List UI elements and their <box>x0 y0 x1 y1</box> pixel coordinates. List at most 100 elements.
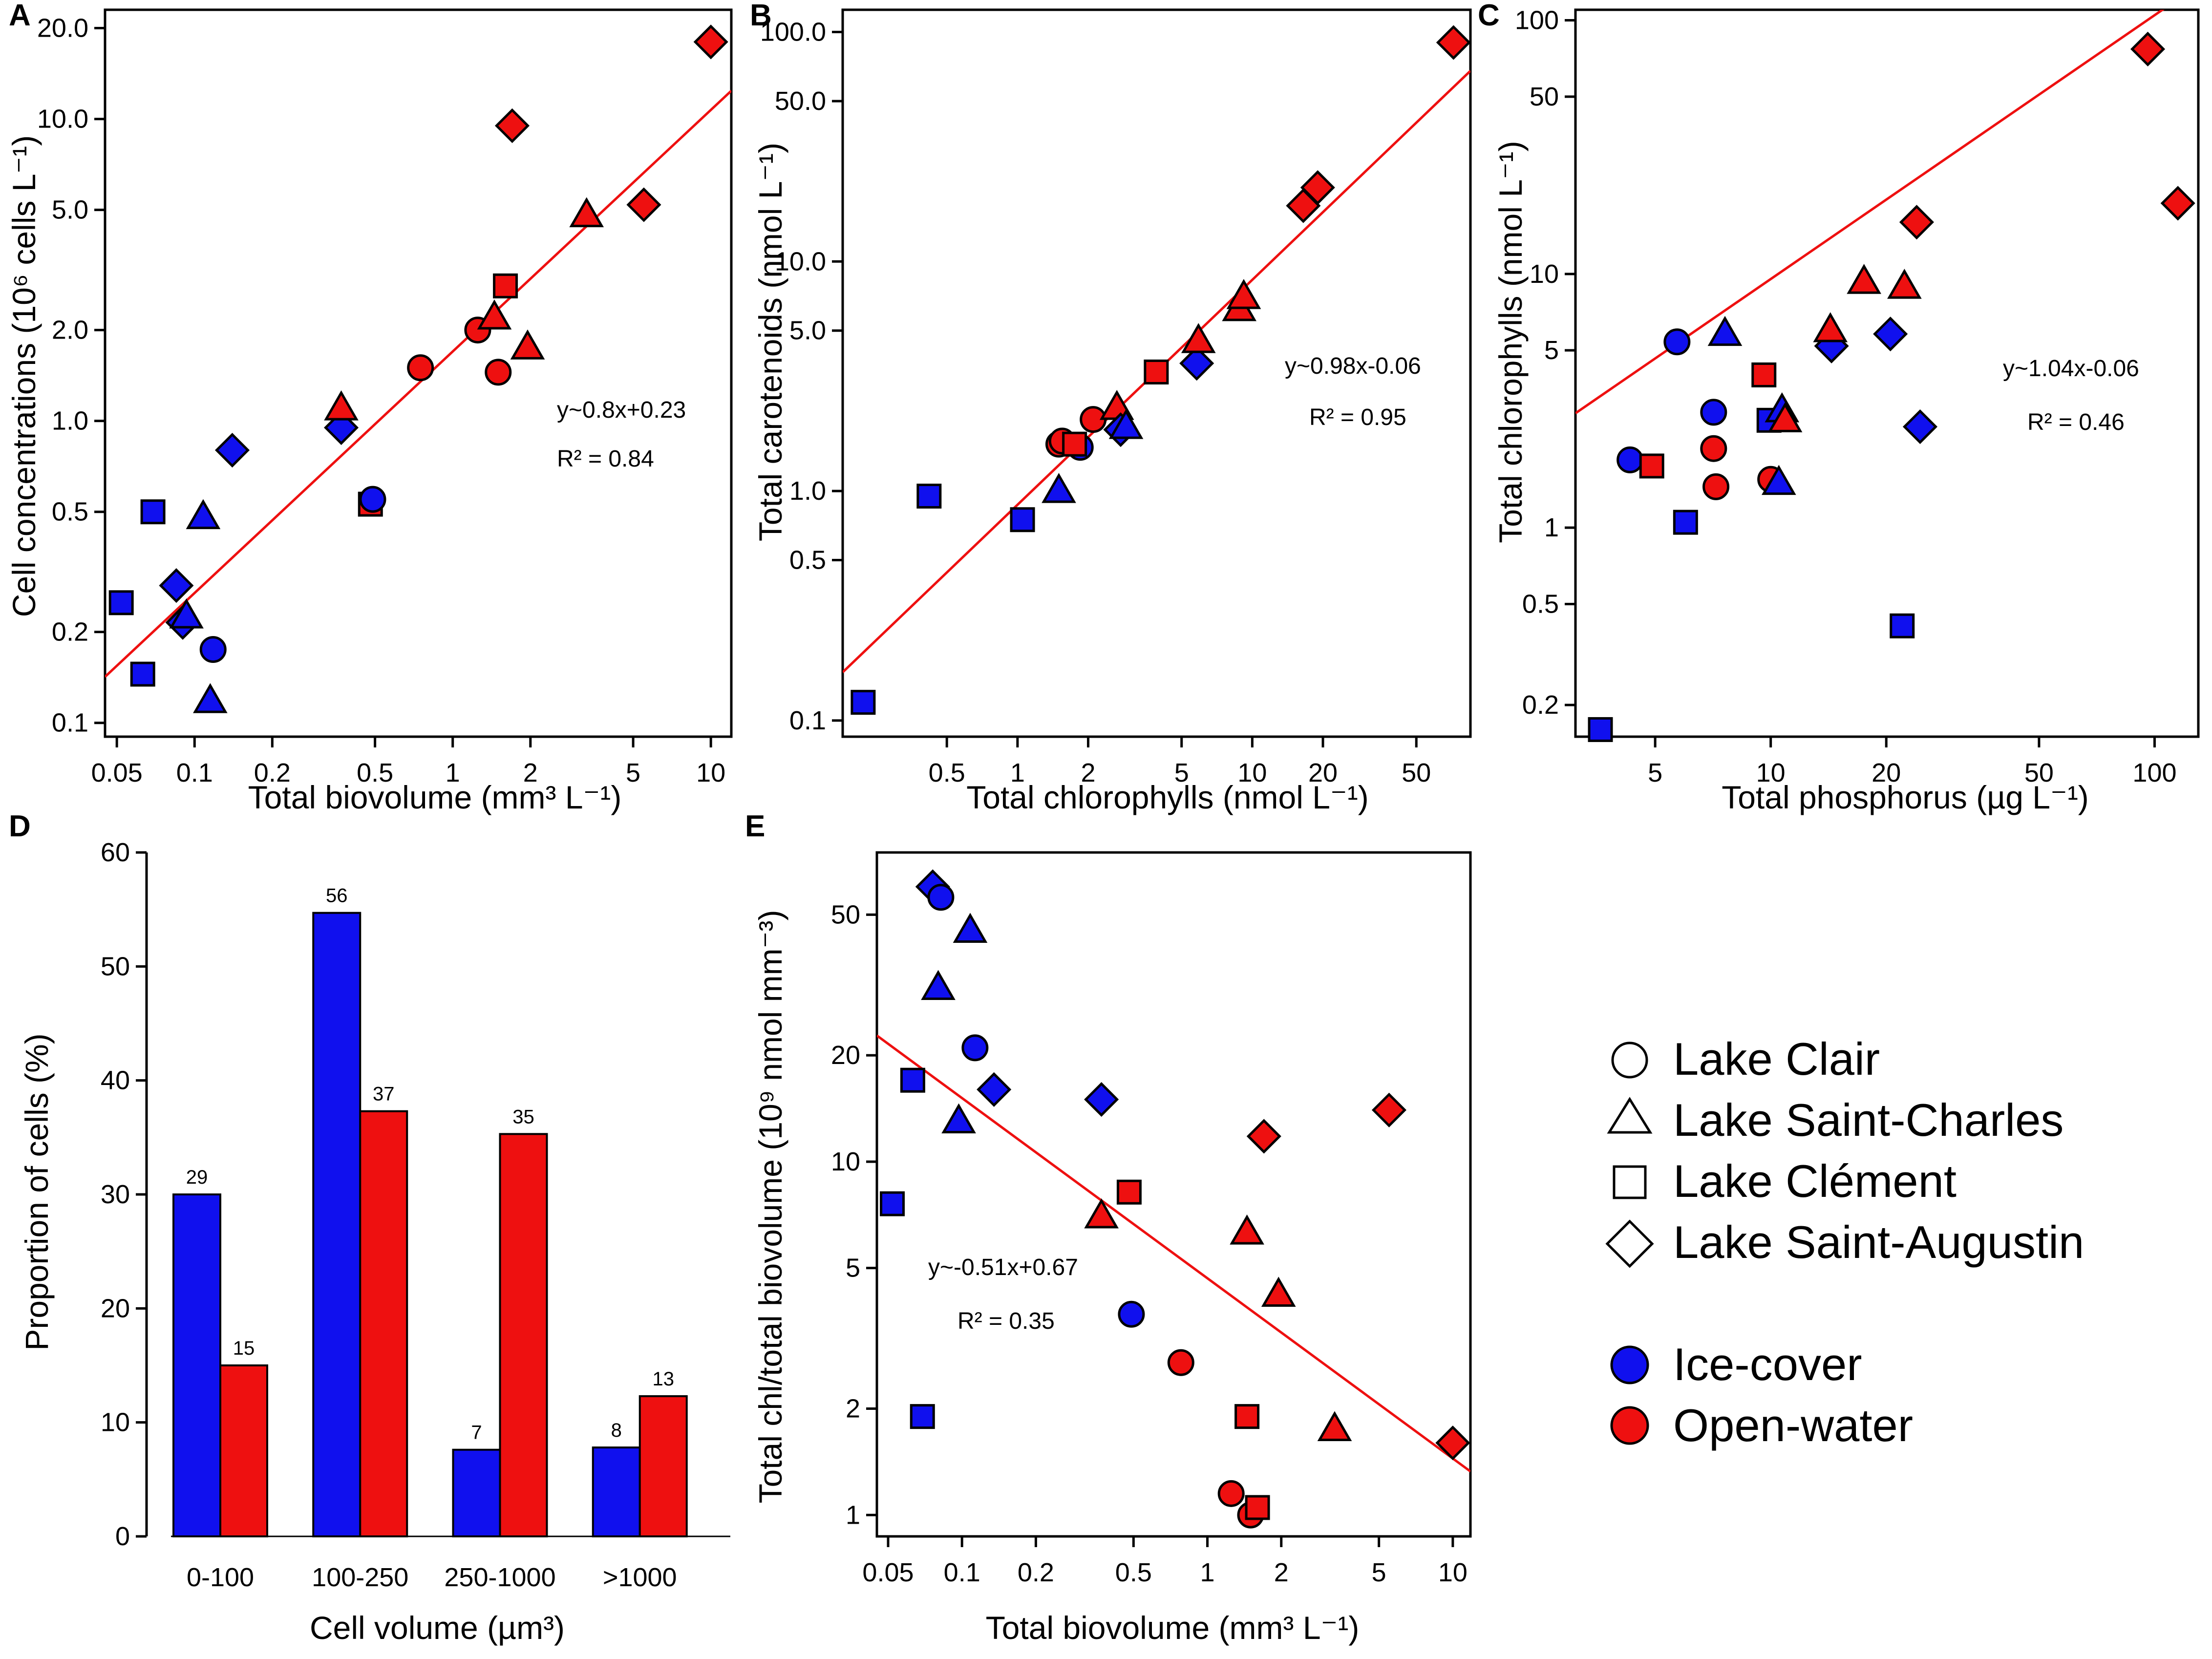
y-tick-label: 30 <box>101 1180 130 1209</box>
y-tick-label: 0.5 <box>1522 589 1559 618</box>
data-point-clement <box>1234 1404 1260 1429</box>
y-tick-label: 1.0 <box>789 476 826 506</box>
square-icon <box>1613 1165 1647 1199</box>
data-point-clement <box>1062 431 1087 457</box>
panel-letter: A <box>9 0 31 32</box>
x-tick-label: 10 <box>1438 1558 1468 1587</box>
y-tick-label: 0 <box>115 1522 130 1551</box>
plot-frame <box>841 8 1472 738</box>
data-point-charles <box>1084 1198 1119 1229</box>
y-tick-label: 0.2 <box>52 617 88 647</box>
x-category-label: 100-250 <box>312 1563 408 1592</box>
data-points <box>1588 31 2195 742</box>
data-point-clair <box>407 354 434 382</box>
legend-label: Lake Saint-Charles <box>1673 1094 2063 1146</box>
y-axis-title: Total carotenoids (nmol L⁻¹) <box>752 143 788 541</box>
data-point-augustin <box>1899 205 1934 240</box>
data-point-clair <box>1702 473 1730 500</box>
data-point-clair <box>961 1034 989 1062</box>
legend-item-clair: Lake Clair <box>1611 1033 1880 1085</box>
y-tick-label: 0.5 <box>52 497 88 527</box>
x-category-label: 0-100 <box>187 1563 254 1592</box>
y-tick-label: 5.0 <box>52 195 88 225</box>
open-water-swatch-icon <box>1610 1406 1649 1445</box>
panel-e: E Total biovolume (mm³ L⁻¹) Total chl/to… <box>745 809 1472 1646</box>
x-axis-title: Total biovolume (mm³ L⁻¹) <box>248 779 622 815</box>
data-point-augustin <box>1246 1119 1281 1154</box>
data-point-augustin <box>693 24 728 60</box>
data-point-charles <box>1762 465 1796 495</box>
data-point-clair <box>1118 1300 1145 1328</box>
data-points <box>880 869 1470 1529</box>
bar-open <box>359 1110 408 1538</box>
y-tick-label: 60 <box>101 838 130 867</box>
panel-letter: D <box>9 809 31 843</box>
x-axis-title: Total biovolume (mm³ L⁻¹) <box>986 1610 1360 1646</box>
legend-item-open-water: Open-water <box>1610 1400 1913 1451</box>
y-axis-title: Proportion of cells (%) <box>19 1033 55 1350</box>
x-tick-label: 20 <box>1872 758 1901 787</box>
x-tick-label: 0.5 <box>1115 1558 1152 1587</box>
y-tick-label: 20.0 <box>37 14 88 43</box>
data-point-clement <box>130 661 155 687</box>
r-squared: R² = 0.35 <box>957 1308 1055 1334</box>
panel-letter: B <box>750 0 772 32</box>
y-tick-label: 0.1 <box>789 706 826 735</box>
plot-frame <box>104 8 733 738</box>
bar-open <box>219 1364 268 1537</box>
x-axis-title: Cell volume (µm³) <box>310 1610 565 1646</box>
bar-value-label: 37 <box>373 1084 395 1105</box>
data-point-augustin <box>1300 170 1335 205</box>
x-category-label: 250-1000 <box>444 1563 555 1592</box>
y-tick-label: 2.0 <box>52 316 88 345</box>
legend: Lake Clair Lake Saint-Charles Lake Cléme… <box>1605 1033 2084 1451</box>
y-axis-title: Total chl/total biovolume (10⁹ nmol mm⁻³… <box>752 910 788 1504</box>
bar-value-label: 29 <box>186 1167 208 1188</box>
panel-c: C Total phosphorus (µg L⁻¹) Total chloro… <box>1478 0 2200 815</box>
y-tick-label: 50.0 <box>775 86 826 116</box>
data-point-clair <box>485 359 512 386</box>
data-point-charles <box>1813 312 1848 342</box>
x-tick-label: 0.2 <box>1018 1558 1054 1587</box>
x-tick-label: 5 <box>1174 758 1189 787</box>
data-point-clair <box>927 884 955 911</box>
data-point-augustin <box>1084 1082 1119 1117</box>
y-tick-label: 1 <box>846 1500 860 1530</box>
data-point-augustin <box>214 433 250 468</box>
data-point-clement <box>1245 1495 1270 1520</box>
fit-equation: y~1.04x-0.06 <box>2003 356 2139 382</box>
x-axis-title: Total chlorophylls (nmol L⁻¹) <box>966 779 1368 815</box>
data-point-clair <box>1700 399 1727 426</box>
data-point-charles <box>1317 1411 1352 1441</box>
data-point-clair <box>1700 435 1727 462</box>
x-tick-label: 10 <box>1756 758 1786 787</box>
data-point-charles <box>510 329 545 360</box>
y-tick-label: 1 <box>1544 513 1559 542</box>
data-point-charles <box>1707 316 1743 346</box>
circle-icon <box>1611 1042 1648 1079</box>
data-point-charles <box>921 970 956 1000</box>
x-tick-label: 20 <box>1308 758 1338 787</box>
x-tick-label: 10 <box>696 758 725 787</box>
fit-equation: y~-0.51x+0.67 <box>928 1255 1078 1280</box>
data-point-clement <box>1010 507 1035 532</box>
x-tick-label: 5 <box>626 758 640 787</box>
data-point-charles <box>193 683 228 713</box>
data-point-augustin <box>159 568 194 603</box>
y-tick-label: 2 <box>846 1394 860 1424</box>
panel-letter: E <box>745 809 765 843</box>
x-axis-title: Total phosphorus (µg L⁻¹) <box>1722 779 2089 815</box>
bar-value-label: 35 <box>512 1106 534 1127</box>
y-tick-label: 5.0 <box>789 316 826 345</box>
legend-label: Ice-cover <box>1673 1339 1862 1390</box>
y-tick-label: 10 <box>1530 259 1559 289</box>
y-axis-title: Cell concentrations (10⁶ cells L⁻¹) <box>6 135 42 617</box>
data-point-augustin <box>1179 346 1214 381</box>
data-point-augustin <box>494 108 530 143</box>
legend-item-clement: Lake Clément <box>1613 1155 1957 1207</box>
legend-item-saint-augustin: Lake Saint-Augustin <box>1605 1216 2084 1268</box>
data-point-clair <box>1616 446 1644 473</box>
data-point-augustin <box>2130 31 2166 66</box>
data-point-clement <box>1673 510 1698 535</box>
data-point-charles <box>477 299 512 330</box>
